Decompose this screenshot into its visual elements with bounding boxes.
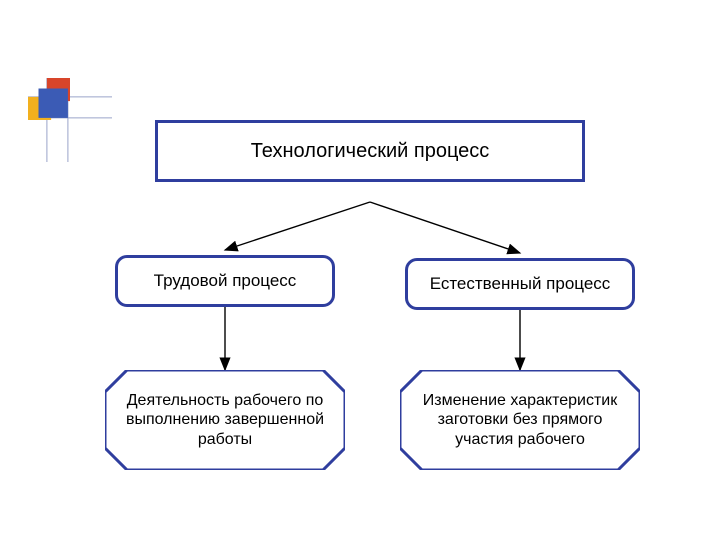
node-right-description: Изменение характеристик заготовки без пр… (400, 370, 640, 470)
node-natural-process-label: Естественный процесс (430, 274, 611, 294)
node-labor-process: Трудовой процесс (115, 255, 335, 307)
node-right-description-label: Изменение характеристик заготовки без пр… (410, 391, 630, 449)
slide-logo (28, 78, 112, 167)
node-natural-process: Естественный процесс (405, 258, 635, 310)
node-left-description-label: Деятельность рабочего по выполнению заве… (115, 391, 335, 449)
node-left-description: Деятельность рабочего по выполнению заве… (105, 370, 345, 470)
node-labor-process-label: Трудовой процесс (154, 271, 297, 291)
diagram-canvas: Технологический процесс Трудовой процесс… (0, 0, 720, 540)
node-root-label: Технологический процесс (251, 139, 490, 163)
node-root: Технологический процесс (155, 120, 585, 182)
